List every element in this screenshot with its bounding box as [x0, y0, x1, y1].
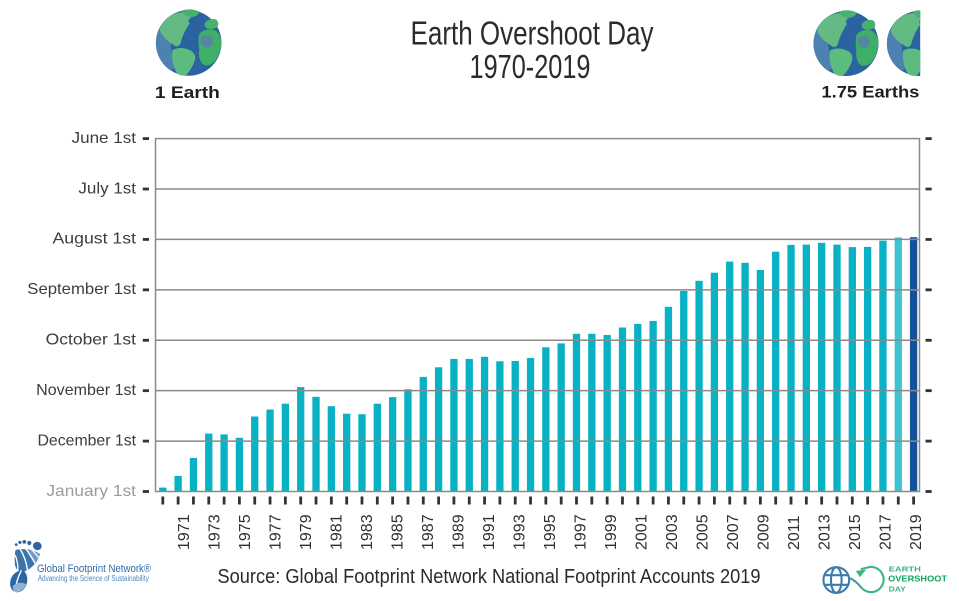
- svg-text:2005: 2005: [694, 514, 711, 550]
- svg-text:1991: 1991: [481, 514, 498, 550]
- svg-text:1981: 1981: [328, 514, 345, 550]
- svg-text:August 1st: August 1st: [53, 231, 137, 248]
- svg-text:1979: 1979: [298, 514, 315, 550]
- svg-text:1995: 1995: [542, 514, 559, 550]
- svg-text:1989: 1989: [450, 514, 467, 550]
- svg-text:OVERSHOOT: OVERSHOOT: [888, 574, 947, 584]
- svg-text:July 1st: July 1st: [78, 180, 136, 197]
- svg-text:1977: 1977: [267, 514, 284, 550]
- svg-text:2003: 2003: [664, 514, 681, 550]
- svg-text:Advancing the Science of Susta: Advancing the Science of Sustainability: [38, 574, 149, 583]
- svg-text:Global Footprint Network®: Global Footprint Network®: [37, 563, 152, 575]
- svg-text:2001: 2001: [633, 514, 650, 550]
- svg-text:June 1st: June 1st: [72, 130, 137, 147]
- svg-text:2015: 2015: [847, 514, 864, 550]
- svg-text:1975: 1975: [237, 514, 254, 550]
- svg-text:1985: 1985: [389, 514, 406, 550]
- svg-text:September 1st: September 1st: [27, 281, 136, 298]
- svg-text:1999: 1999: [603, 514, 620, 550]
- svg-text:1970-2019: 1970-2019: [470, 48, 591, 85]
- svg-text:January 1st: January 1st: [46, 483, 136, 500]
- svg-text:2009: 2009: [755, 514, 772, 550]
- svg-text:1987: 1987: [420, 514, 437, 550]
- svg-text:December 1st: December 1st: [38, 432, 137, 449]
- svg-text:2019: 2019: [908, 514, 925, 550]
- svg-text:2007: 2007: [725, 514, 742, 550]
- svg-text:1983: 1983: [359, 514, 376, 550]
- svg-text:1973: 1973: [206, 514, 223, 550]
- svg-text:2011: 2011: [786, 515, 803, 550]
- svg-text:EARTH: EARTH: [889, 564, 921, 573]
- svg-text:DAY: DAY: [889, 584, 906, 593]
- svg-text:2013: 2013: [816, 514, 833, 550]
- svg-text:November 1st: November 1st: [36, 382, 136, 399]
- svg-text:Source: Global Footprint Netwo: Source: Global Footprint Network Nationa…: [218, 566, 761, 588]
- svg-text:October 1st: October 1st: [46, 332, 137, 349]
- svg-text:1.75 Earths: 1.75 Earths: [821, 82, 919, 101]
- svg-text:2017: 2017: [877, 514, 894, 550]
- svg-text:1993: 1993: [511, 514, 528, 550]
- svg-text:1997: 1997: [572, 514, 589, 550]
- svg-text:Earth Overshoot Day: Earth Overshoot Day: [411, 15, 654, 52]
- svg-text:1971: 1971: [176, 514, 193, 550]
- svg-text:1 Earth: 1 Earth: [155, 83, 220, 102]
